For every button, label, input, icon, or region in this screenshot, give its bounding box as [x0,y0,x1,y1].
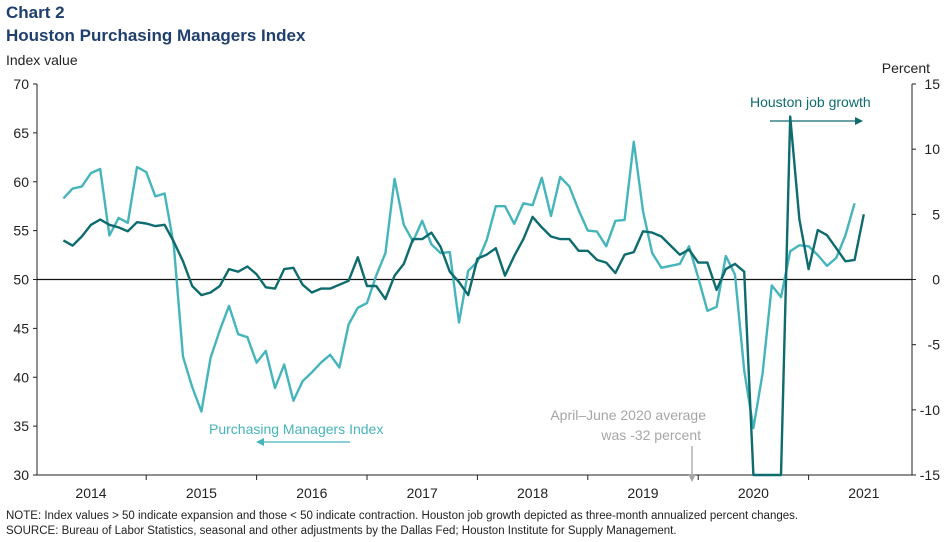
pmi-series-line [62,140,856,430]
right-tick-label: -15 [920,467,940,483]
annotation-q2-2020-line1: April–June 2020 average [550,407,706,423]
right-tick-label: 0 [932,272,940,288]
x-tick-label: 2014 [75,485,106,501]
left-tick-label: 70 [13,76,29,92]
right-tick-label: 15 [924,76,940,92]
x-axis-ticks: 2014 2015 2016 2017 2018 2019 2020 2021 [75,475,880,501]
left-axis-ticks: 30 35 40 45 50 55 60 65 70 [13,76,37,483]
right-tick-label: -10 [920,402,940,418]
annotation-layer: Houston job growth Purchasing Managers I… [209,94,871,482]
left-tick-label: 30 [13,467,29,483]
left-tick-label: 40 [13,369,29,385]
note-text: NOTE: Index values > 50 indicate expansi… [6,510,799,522]
x-tick-label: 2018 [517,485,548,501]
left-tick-label: 65 [13,125,29,141]
annotation-job-growth-arrowhead [855,117,863,125]
job-growth-series-line [62,115,865,477]
x-tick-label: 2015 [186,485,217,501]
series-layer [62,115,865,477]
footnote: NOTE: Index values > 50 indicate expansi… [6,509,798,539]
x-tick-label: 2021 [848,485,879,501]
left-tick-label: 60 [13,174,29,190]
chart-title: Houston Purchasing Managers Index [6,26,306,45]
annotation-pmi-arrowhead [256,438,264,446]
chart-number: Chart 2 [6,3,65,22]
annotation-q2-2020-arrowhead [688,474,696,482]
annotation-pmi: Purchasing Managers Index [209,421,383,437]
source-text: SOURCE: Bureau of Labor Statistics, seas… [6,525,677,537]
left-tick-label: 55 [13,223,29,239]
x-tick-label: 2017 [407,485,438,501]
right-axis-ticks: -15 -10 -5 0 5 10 15 [912,76,940,483]
right-tick-label: 10 [924,141,940,157]
right-tick-label: 5 [932,206,940,222]
right-tick-label: -5 [928,337,941,353]
left-tick-label: 50 [13,272,29,288]
annotation-q2-2020-line2: was -32 percent [600,427,701,443]
x-tick-label: 2016 [296,485,327,501]
x-tick-label: 2020 [738,485,769,501]
right-axis-label: Percent [881,60,930,76]
left-tick-label: 45 [13,320,29,336]
x-tick-label: 2019 [627,485,658,501]
left-axis-label: Index value [6,52,78,68]
grid-layer [36,84,913,476]
annotation-job-growth: Houston job growth [750,94,871,110]
left-tick-label: 35 [13,418,29,434]
